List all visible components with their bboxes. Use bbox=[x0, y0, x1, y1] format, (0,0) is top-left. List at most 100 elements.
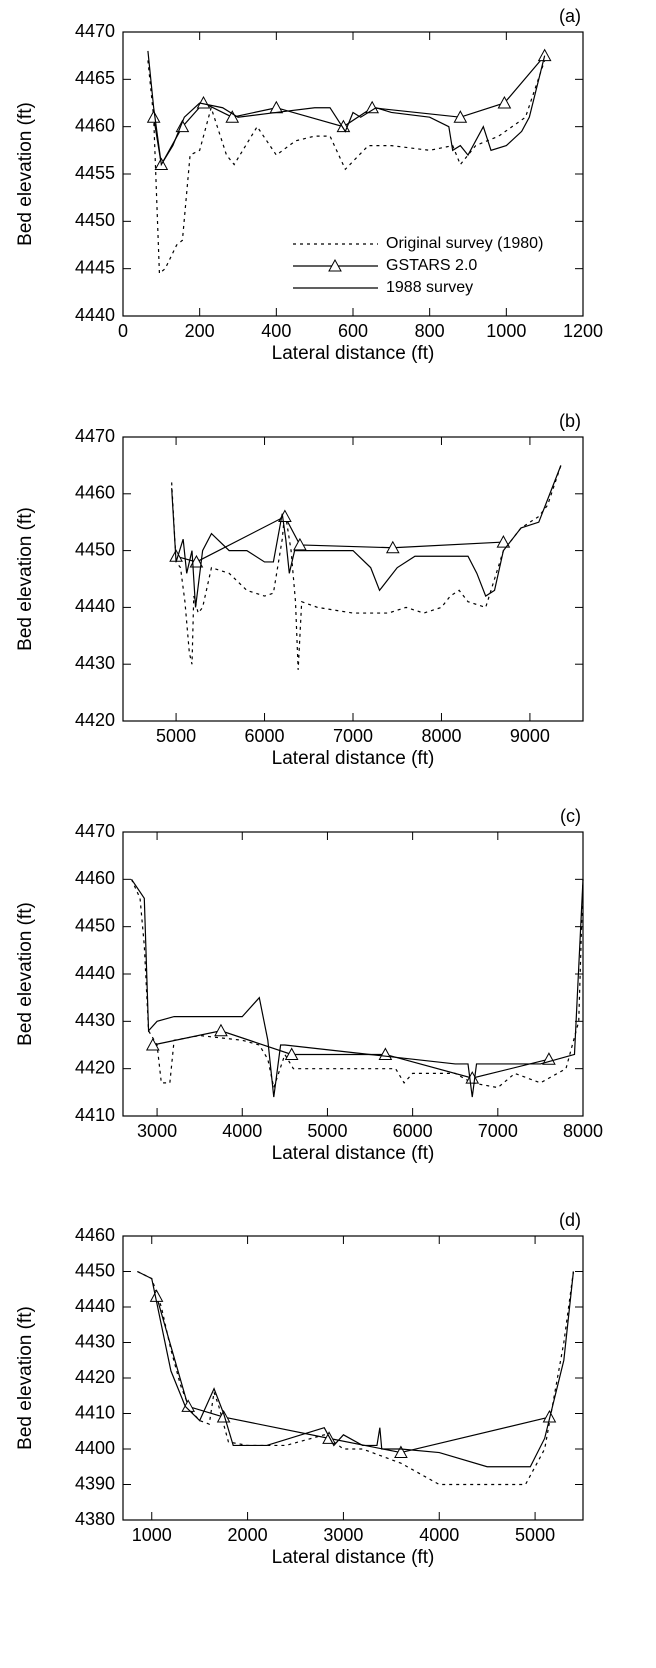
y-tick-label: 4430 bbox=[75, 1010, 115, 1030]
x-tick-label: 1200 bbox=[563, 321, 603, 341]
marker bbox=[497, 95, 512, 109]
x-axis-label: Lateral distance (ft) bbox=[272, 748, 435, 769]
y-tick-label: 4450 bbox=[75, 539, 115, 559]
y-tick-label: 4430 bbox=[75, 1331, 115, 1351]
x-tick-label: 600 bbox=[338, 321, 368, 341]
x-tick-label: 400 bbox=[261, 321, 291, 341]
x-tick-label: 4000 bbox=[222, 1121, 262, 1141]
plot-frame bbox=[122, 436, 584, 722]
marker bbox=[214, 1023, 228, 1037]
series-line bbox=[171, 465, 562, 670]
series-line bbox=[137, 1270, 575, 1486]
x-tick-label: 800 bbox=[415, 321, 445, 341]
x-tick-label: 3000 bbox=[323, 1525, 363, 1545]
marker bbox=[269, 100, 284, 114]
x-tick-label: 6000 bbox=[393, 1121, 433, 1141]
x-tick-label: 7000 bbox=[478, 1121, 518, 1141]
y-tick-label: 4440 bbox=[75, 596, 115, 616]
marker bbox=[365, 100, 380, 114]
plot-frame bbox=[122, 1235, 584, 1521]
plot-frame bbox=[122, 831, 584, 1117]
legend-label: GSTARS 2.0 bbox=[386, 257, 477, 274]
y-tick-label: 4380 bbox=[75, 1509, 115, 1529]
x-tick-label: 0 bbox=[118, 321, 128, 341]
y-tick-label: 4455 bbox=[75, 163, 115, 183]
y-tick-label: 4450 bbox=[75, 1260, 115, 1280]
y-tick-label: 4460 bbox=[75, 115, 115, 135]
y-tick-label: 4440 bbox=[75, 1296, 115, 1316]
series-line bbox=[152, 1030, 550, 1079]
marker bbox=[225, 110, 240, 123]
x-tick-label: 2000 bbox=[228, 1525, 268, 1545]
series-line bbox=[137, 1270, 575, 1468]
series-line bbox=[171, 465, 562, 608]
panel-label: (c) bbox=[560, 806, 581, 826]
marker bbox=[537, 48, 552, 62]
x-tick-label: 200 bbox=[185, 321, 215, 341]
x-tick-label: 5000 bbox=[515, 1525, 555, 1545]
x-tick-label: 9000 bbox=[510, 726, 550, 746]
x-axis-label: Lateral distance (ft) bbox=[272, 1143, 435, 1164]
y-tick-label: 4430 bbox=[75, 653, 115, 673]
series-line bbox=[155, 1296, 550, 1454]
y-tick-label: 4440 bbox=[75, 305, 115, 325]
x-axis-label: Lateral distance (ft) bbox=[272, 1547, 435, 1568]
panel-label: (d) bbox=[559, 1210, 581, 1230]
y-axis-label: Bed elevation (ft) bbox=[15, 1306, 36, 1450]
y-tick-label: 4410 bbox=[75, 1105, 115, 1125]
y-tick-label: 4460 bbox=[75, 483, 115, 503]
y-tick-label: 4460 bbox=[75, 1225, 115, 1245]
marker bbox=[196, 95, 211, 109]
y-tick-label: 4465 bbox=[75, 68, 115, 88]
marker bbox=[216, 1410, 231, 1423]
marker bbox=[322, 1431, 336, 1444]
y-tick-label: 4410 bbox=[75, 1402, 115, 1422]
y-tick-label: 4445 bbox=[75, 257, 115, 277]
series-line bbox=[147, 50, 546, 167]
marker bbox=[385, 540, 400, 554]
marker bbox=[293, 537, 307, 551]
marker bbox=[496, 535, 511, 548]
marker bbox=[284, 1047, 299, 1060]
y-axis-label: Bed elevation (ft) bbox=[15, 102, 36, 246]
y-axis-label: Bed elevation (ft) bbox=[15, 507, 36, 651]
x-tick-label: 5000 bbox=[156, 726, 196, 746]
y-tick-label: 4420 bbox=[75, 1367, 115, 1387]
series-line bbox=[147, 60, 546, 275]
y-tick-label: 4440 bbox=[75, 963, 115, 983]
x-tick-label: 7000 bbox=[333, 726, 373, 746]
panel-label: (b) bbox=[559, 411, 581, 431]
y-tick-label: 4400 bbox=[75, 1438, 115, 1458]
y-axis-label: Bed elevation (ft) bbox=[15, 902, 36, 1046]
x-tick-label: 5000 bbox=[307, 1121, 347, 1141]
y-tick-label: 4470 bbox=[75, 21, 115, 41]
series-line bbox=[175, 515, 504, 563]
x-tick-label: 8000 bbox=[563, 1121, 603, 1141]
legend-marker bbox=[328, 258, 342, 272]
y-tick-label: 4450 bbox=[75, 210, 115, 230]
x-tick-label: 1000 bbox=[132, 1525, 172, 1545]
marker bbox=[394, 1445, 408, 1459]
marker bbox=[146, 110, 161, 123]
y-tick-label: 4460 bbox=[75, 868, 115, 888]
x-tick-label: 3000 bbox=[137, 1121, 177, 1141]
plot-frame bbox=[122, 31, 584, 317]
legend-label: Original survey (1980) bbox=[386, 235, 543, 252]
panel-label: (a) bbox=[559, 6, 581, 26]
y-tick-label: 4420 bbox=[75, 710, 115, 730]
marker bbox=[145, 1037, 160, 1051]
y-tick-label: 4470 bbox=[75, 426, 115, 446]
y-tick-label: 4450 bbox=[75, 915, 115, 935]
x-tick-label: 6000 bbox=[245, 726, 285, 746]
legend-label: 1988 survey bbox=[386, 279, 473, 296]
y-tick-label: 4470 bbox=[75, 821, 115, 841]
marker bbox=[542, 1052, 556, 1065]
x-tick-label: 8000 bbox=[421, 726, 461, 746]
y-tick-label: 4420 bbox=[75, 1057, 115, 1077]
x-axis-label: Lateral distance (ft) bbox=[272, 343, 435, 364]
x-tick-label: 1000 bbox=[486, 321, 526, 341]
series-line bbox=[130, 879, 584, 1090]
x-tick-label: 4000 bbox=[419, 1525, 459, 1545]
